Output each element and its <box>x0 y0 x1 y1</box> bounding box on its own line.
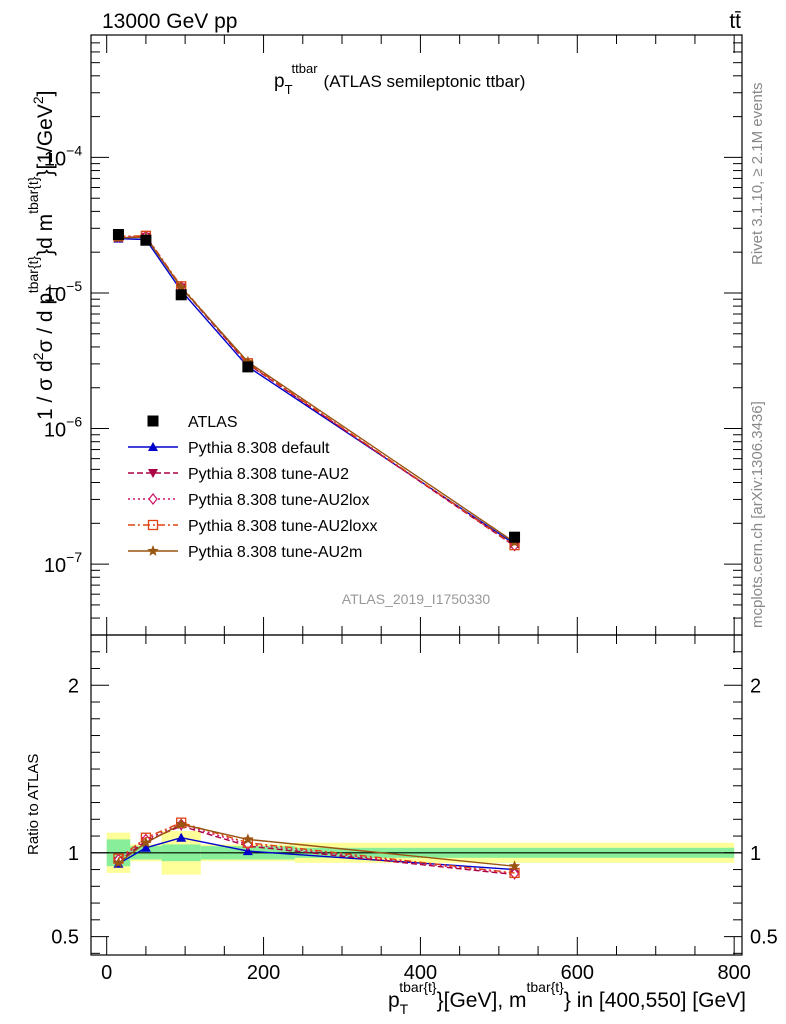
y-tick-label: 10−4 <box>44 142 82 170</box>
y-axis-label-d: }[1/GeV <box>34 104 57 176</box>
y-axis-label-a: 1 / σ d <box>34 360 57 420</box>
legend-marker <box>148 469 158 478</box>
analysis-watermark: ATLAS_2019_I1750330 <box>342 591 491 607</box>
legend-label: Pythia 8.308 tune-AU2loxx <box>188 518 377 535</box>
x-tick-label: 200 <box>247 962 280 984</box>
y-axis-label-c: }d m <box>34 214 57 256</box>
data-point <box>242 361 254 373</box>
y-axis-label-b-sub: T <box>46 284 62 293</box>
ratio-series-point <box>175 818 187 830</box>
x-axis-label-c: } in [400,550] [GeV] <box>564 989 746 1012</box>
y-axis-label-c-sup: tbar{t} <box>25 176 41 214</box>
y-tick-label-base: 10 <box>44 284 66 306</box>
y-tick-label-exp: −6 <box>66 414 82 430</box>
y-tick-label-base: 10 <box>44 420 66 442</box>
x-tick-label: 400 <box>404 962 437 984</box>
x-axis-label-b-sup: tbar{t} <box>526 979 564 995</box>
x-tick-label: 600 <box>561 962 594 984</box>
ratio-series-point <box>508 860 521 872</box>
ratio-y-tick-label-right: 2 <box>750 675 761 697</box>
y-axis-label-b: σ / d p <box>34 293 57 353</box>
legend-label: Pythia 8.308 tune-AU2 <box>188 466 349 483</box>
x-axis-label-a-sup: tbar{t} <box>399 979 437 995</box>
plot-title-main: p <box>274 71 285 92</box>
ratio-frame <box>90 634 743 956</box>
x-axis-label-b: }[GeV], m <box>437 989 527 1012</box>
legend-marker <box>147 519 159 531</box>
x-axis-label: pTtbar{t}}[GeV], mtbar{t}} in [400,550] … <box>388 979 746 1017</box>
data-point <box>112 229 124 241</box>
y-tick-label-base: 10 <box>44 555 66 577</box>
legend-marker <box>148 442 158 451</box>
plot-title-sub: T <box>285 82 293 97</box>
ratio-series-point <box>140 842 151 852</box>
data-point <box>175 289 187 301</box>
y-tick-label-exp: −5 <box>66 278 82 294</box>
y-axis-label-d-sup: 2 <box>30 96 46 104</box>
data-point <box>140 234 152 246</box>
mcplots-label: mcplots.cern.ch [arXiv:1306.3436] <box>749 401 766 628</box>
y-axis-label-b-sup: tbar{t} <box>25 256 41 294</box>
ratio-series-point <box>176 832 187 842</box>
y-tick-label-base: 10 <box>44 148 66 170</box>
legend: ATLAS Pythia 8.308 default Pythia 8.308 tu… <box>128 414 377 561</box>
series-point <box>175 281 187 293</box>
ratio-series-line <box>118 823 515 875</box>
x-axis-label-a-sub: T <box>400 1001 409 1017</box>
ratio-series-point <box>242 833 254 845</box>
header-process: 13000 GeV pp <box>102 10 237 33</box>
y-tick-label: 10−6 <box>44 414 82 442</box>
header-final-state: tt̄ <box>729 10 741 33</box>
ratio-y-tick-label: 2 <box>68 675 79 697</box>
legend-marker <box>147 415 159 427</box>
ratio-series-point <box>140 836 152 848</box>
plot-title-rest: (ATLAS semileptonic ttbar) <box>324 72 526 91</box>
x-tick-label: 0 <box>101 962 112 984</box>
ratio-y-tick-label: 0.5 <box>51 927 79 949</box>
legend-label: Pythia 8.308 tune-AU2lox <box>188 492 369 509</box>
series-line <box>118 235 515 546</box>
ratio-y-tick-label-right: 0.5 <box>750 927 778 949</box>
plot-title-sup: ttbar <box>292 61 319 76</box>
y-tick-label: 10−5 <box>44 278 82 306</box>
ratio-series-point <box>112 856 125 868</box>
y-tick-label: 10−7 <box>44 549 82 577</box>
ratio-axis-label: Ratio to ATLAS <box>25 754 42 855</box>
legend-label: ATLAS <box>188 414 238 431</box>
x-tick-label: 800 <box>717 962 750 984</box>
y-tick-label-exp: −4 <box>66 142 82 158</box>
legend-label: Pythia 8.308 tune-AU2m <box>188 544 362 561</box>
ratio-y-tick-label-right: 1 <box>750 843 761 865</box>
x-axis-label-a: p <box>388 989 400 1012</box>
legend-label: Pythia 8.308 default <box>188 440 330 457</box>
main-panel: 10−710−610−510−4 pTttbar(ATLAS semilepto… <box>44 34 743 636</box>
rivet-version-label: Rivet 3.1.10, ≥ 2.1M events <box>749 83 766 266</box>
y-axis-label-a-sup: 2 <box>30 352 46 360</box>
y-tick-label-exp: −7 <box>66 549 82 565</box>
data-point <box>509 531 521 543</box>
plot-title: pTttbar (ATLAS semileptonic ttbar) <box>274 61 525 97</box>
legend-marker <box>148 493 158 505</box>
y-axis-label: 1 / σ d2σ / d pTtbar{t}}d mtbar{t}}[1/Ge… <box>25 90 62 420</box>
y-axis-label-e: ] <box>34 90 57 96</box>
ratio-y-tick-label: 1 <box>68 843 79 865</box>
legend-marker <box>147 545 159 556</box>
